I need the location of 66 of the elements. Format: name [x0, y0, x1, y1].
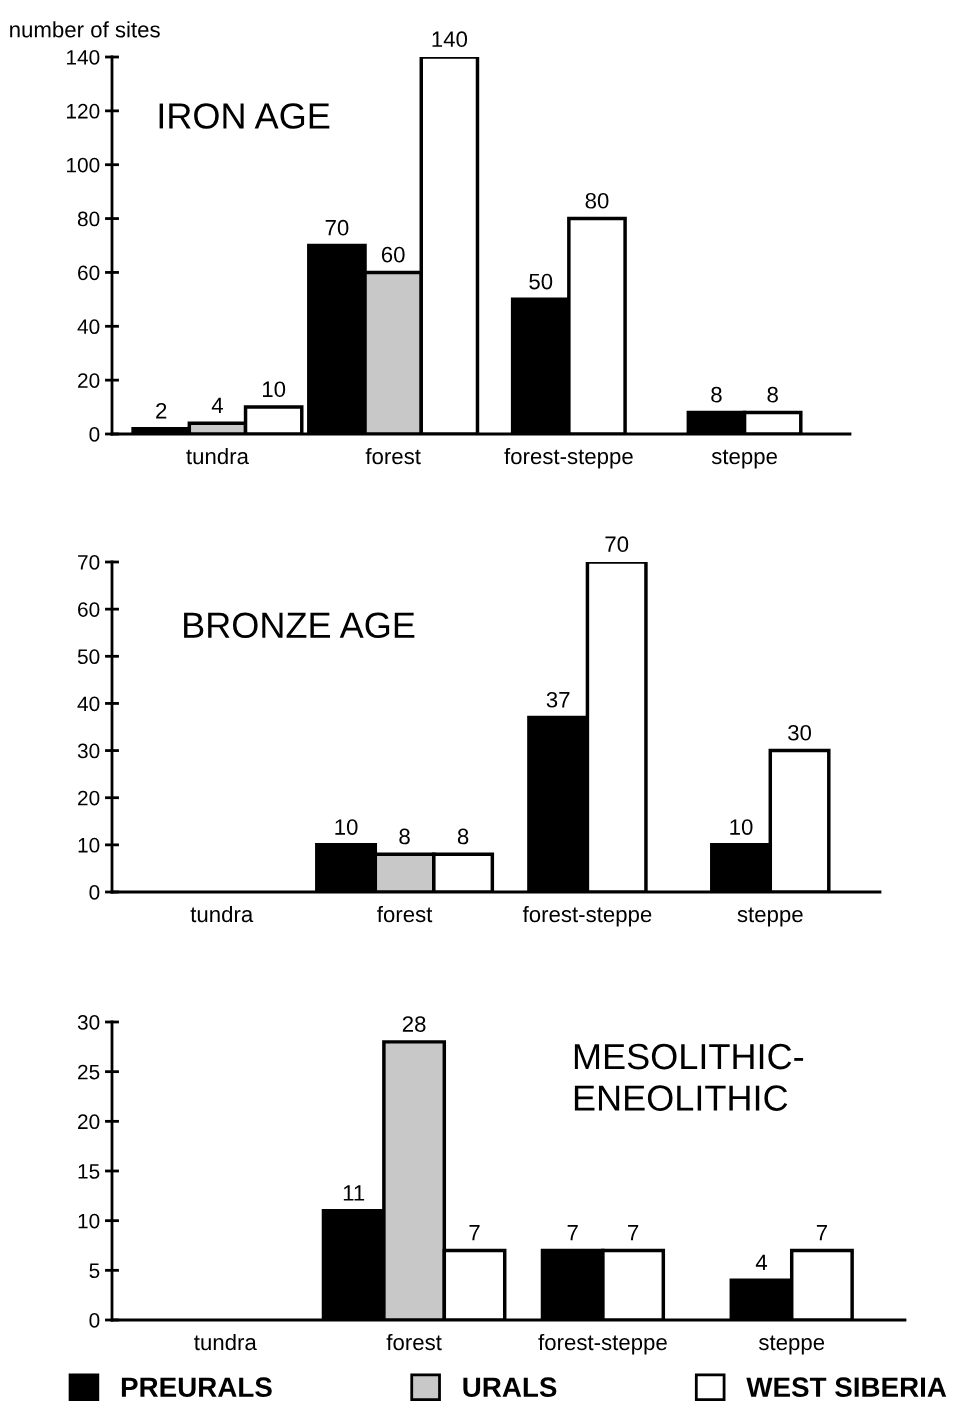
- data-label: 7: [567, 1225, 578, 1241]
- data-label: 70: [605, 536, 629, 553]
- legend-label: WEST SIBERIA: [746, 1377, 947, 1398]
- data-label: 11: [343, 1185, 365, 1201]
- y-tick-label: 30: [77, 743, 100, 759]
- data-label: 28: [402, 1016, 426, 1032]
- x-tick-label: tundra: [190, 905, 254, 923]
- data-label: 8: [457, 828, 469, 845]
- y-tick-label: 40: [77, 319, 100, 335]
- text: MESOLITHIC- ENEOLITHIC: [574, 1043, 804, 1111]
- data-label: 4: [755, 1254, 768, 1271]
- x-tick-label: tundra: [194, 1333, 257, 1351]
- y-tick-label: 10: [78, 837, 100, 853]
- x-tick-label: forest-steppe: [522, 905, 652, 927]
- data-label: 7: [816, 1225, 827, 1241]
- y-tick-label: 60: [78, 602, 100, 617]
- y-tick-label: 0: [89, 427, 100, 442]
- data-label: 7: [469, 1225, 480, 1241]
- x-tick-label: steppe: [737, 907, 803, 927]
- text: IRON AGE: [159, 103, 330, 129]
- data-label: 30: [788, 724, 812, 741]
- x-tick-label: tundra: [186, 447, 249, 465]
- y-tick-label: 140: [67, 50, 100, 65]
- y-tick-label: 50: [77, 649, 100, 665]
- data-label: 7: [628, 1225, 639, 1241]
- data-label: 80: [585, 192, 609, 209]
- y-tick-label: 20: [78, 1114, 100, 1130]
- data-label: 140: [432, 31, 468, 48]
- y-tick-label: 0: [89, 1313, 100, 1328]
- y-tick-label: 30: [77, 1015, 100, 1030]
- legend-label: URALS: [463, 1377, 557, 1398]
- x-tick-label: forest: [386, 1333, 442, 1351]
- y-tick-label: 80: [77, 211, 100, 227]
- x-tick-label: forest-steppe: [538, 1333, 667, 1355]
- y-tick-label: 20: [78, 373, 100, 388]
- data-label: 8: [711, 386, 722, 403]
- x-tick-label: steppe: [758, 1335, 825, 1355]
- data-label: 8: [399, 828, 410, 845]
- x-tick-label: forest-steppe: [504, 447, 633, 469]
- data-label: 37: [546, 691, 570, 708]
- data-label: 70: [325, 219, 349, 236]
- data-label: 10: [262, 381, 286, 398]
- y-tick-label: 20: [78, 790, 100, 806]
- data-label: 8: [767, 386, 778, 403]
- y-tick-label: 0: [89, 885, 100, 900]
- data-label: 10: [335, 819, 358, 835]
- data-label: 60: [381, 246, 405, 263]
- data-label: 2: [156, 402, 167, 419]
- y-tick-label: 5: [89, 1263, 100, 1279]
- y-tick-label: 70: [78, 555, 100, 570]
- y-tick-label: 60: [78, 265, 100, 281]
- x-tick-label: forest: [365, 447, 421, 465]
- x-tick-label: forest: [377, 905, 433, 923]
- y-tick-label: 100: [67, 157, 100, 173]
- data-label: 50: [529, 273, 553, 290]
- text: BRONZE AGE: [184, 612, 415, 639]
- data-label: 10: [730, 819, 753, 835]
- data-label: 4: [211, 397, 223, 414]
- y-tick-label: 10: [78, 1213, 100, 1229]
- y-tick-label: 40: [77, 696, 100, 712]
- y-tick-label: 25: [78, 1064, 100, 1080]
- y-tick-label: 15: [78, 1164, 100, 1179]
- y-tick-label: 120: [67, 103, 100, 119]
- y-axis-title: number of sites: [10, 21, 160, 38]
- x-tick-label: steppe: [711, 449, 777, 469]
- legend-label: PREURALS: [121, 1377, 272, 1398]
